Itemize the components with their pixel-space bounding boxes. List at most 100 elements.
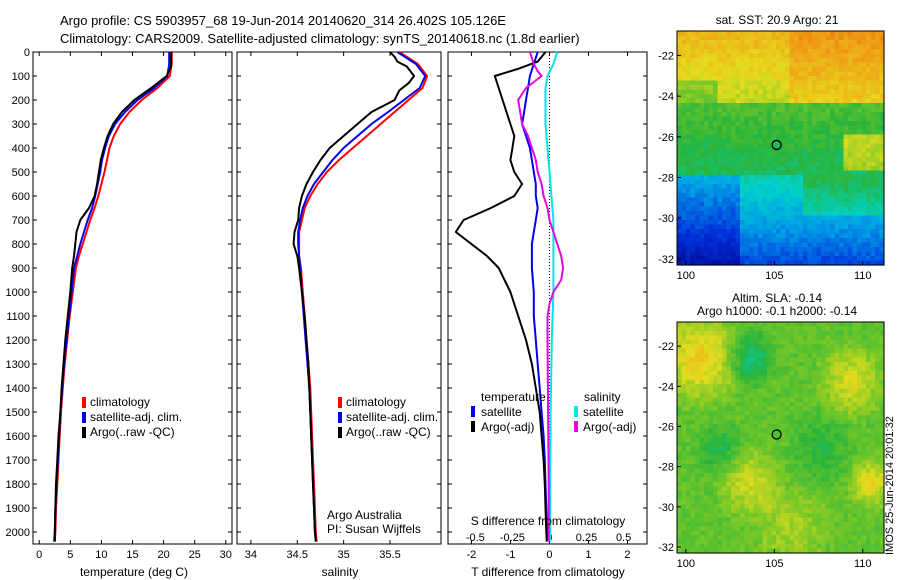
map-cell xyxy=(785,322,791,328)
map-cell xyxy=(740,161,746,167)
map-cell xyxy=(843,508,849,514)
map-cell xyxy=(803,530,809,536)
map-cell xyxy=(758,481,764,487)
map-cell xyxy=(708,94,714,100)
map-cell xyxy=(771,481,777,487)
map-cell xyxy=(686,335,692,341)
map-cell xyxy=(825,441,831,447)
map-cell xyxy=(830,344,836,350)
map-cell xyxy=(816,170,822,176)
map-cell xyxy=(780,197,786,203)
map-cell xyxy=(695,35,701,41)
map-cell xyxy=(834,107,840,113)
map-cell xyxy=(740,85,746,91)
map-cell xyxy=(816,85,822,91)
map-cell xyxy=(839,134,845,140)
map-cell xyxy=(803,361,809,368)
map-cell xyxy=(812,71,818,77)
map-cell xyxy=(753,428,759,434)
map-cell xyxy=(744,44,750,50)
map-cell xyxy=(686,375,692,381)
map-cell xyxy=(771,348,777,354)
map-cell xyxy=(753,335,759,341)
map-cell xyxy=(852,103,858,109)
map-cell xyxy=(762,242,768,248)
map-cell xyxy=(771,157,777,163)
map-cell xyxy=(686,107,692,113)
map-cell xyxy=(758,437,764,443)
map-cell xyxy=(803,459,809,465)
map-cell xyxy=(722,508,728,514)
map-cell xyxy=(713,330,719,336)
map-cell xyxy=(699,175,705,181)
map-cell xyxy=(803,477,809,483)
map-cell xyxy=(875,229,881,235)
map-cell xyxy=(686,348,692,354)
map-cell xyxy=(807,233,813,239)
map-cell xyxy=(704,375,710,381)
map-cell xyxy=(753,256,759,262)
map-cell xyxy=(879,166,885,172)
map-cell xyxy=(843,410,849,416)
map-cell xyxy=(861,348,867,354)
map-cell xyxy=(834,428,840,434)
map-cell xyxy=(686,366,692,372)
map-cell xyxy=(830,335,836,341)
map-cell xyxy=(735,335,741,341)
map-cell xyxy=(839,544,845,550)
map-cell xyxy=(812,486,818,492)
map-cell xyxy=(690,433,696,439)
map-cell xyxy=(870,247,876,253)
map-cell xyxy=(821,375,827,381)
map-cell xyxy=(861,44,867,50)
map-cell xyxy=(704,513,710,519)
map-cell xyxy=(803,473,809,479)
map-cell xyxy=(875,71,881,77)
map-cell xyxy=(857,202,863,208)
map-cell xyxy=(722,184,728,190)
map-cell xyxy=(866,229,872,235)
map-cell xyxy=(753,184,759,190)
map-cell xyxy=(857,348,863,354)
map-cell xyxy=(798,353,804,359)
map-cell xyxy=(866,49,872,55)
map-cell xyxy=(798,242,804,248)
map-cell xyxy=(758,322,764,328)
map-cell xyxy=(803,419,809,425)
map-cell xyxy=(699,233,705,239)
map-cell xyxy=(843,544,849,550)
map-cell xyxy=(816,388,822,394)
map-cell xyxy=(834,103,840,109)
map-cell xyxy=(861,441,867,447)
map-cell xyxy=(879,375,885,381)
map-cell xyxy=(780,544,786,550)
map-cell xyxy=(767,490,773,496)
map-cell xyxy=(861,256,867,262)
map-cell xyxy=(722,152,728,158)
map-cell xyxy=(753,94,759,100)
map-cell xyxy=(767,535,773,541)
map-cell xyxy=(843,375,849,381)
map-cell xyxy=(767,233,773,239)
map-cell xyxy=(762,464,768,470)
map-cell xyxy=(816,508,822,514)
map-cell xyxy=(771,251,777,257)
map-cell xyxy=(749,548,755,554)
map-cell xyxy=(713,98,719,104)
map-cell xyxy=(785,202,791,208)
map-cell xyxy=(690,247,696,253)
map-cell xyxy=(762,175,768,181)
map-cell xyxy=(789,40,795,46)
map-cell xyxy=(758,530,764,536)
map-cell xyxy=(807,31,813,37)
map-cell xyxy=(794,94,800,100)
map-cell xyxy=(758,473,764,479)
map-cell xyxy=(758,35,764,41)
map-cell xyxy=(852,121,858,127)
map-cell xyxy=(740,80,746,86)
map-cell xyxy=(713,206,719,212)
map-cell xyxy=(713,450,719,456)
map-cell xyxy=(857,148,863,154)
map-cell xyxy=(785,526,791,532)
map-cell xyxy=(686,481,692,487)
